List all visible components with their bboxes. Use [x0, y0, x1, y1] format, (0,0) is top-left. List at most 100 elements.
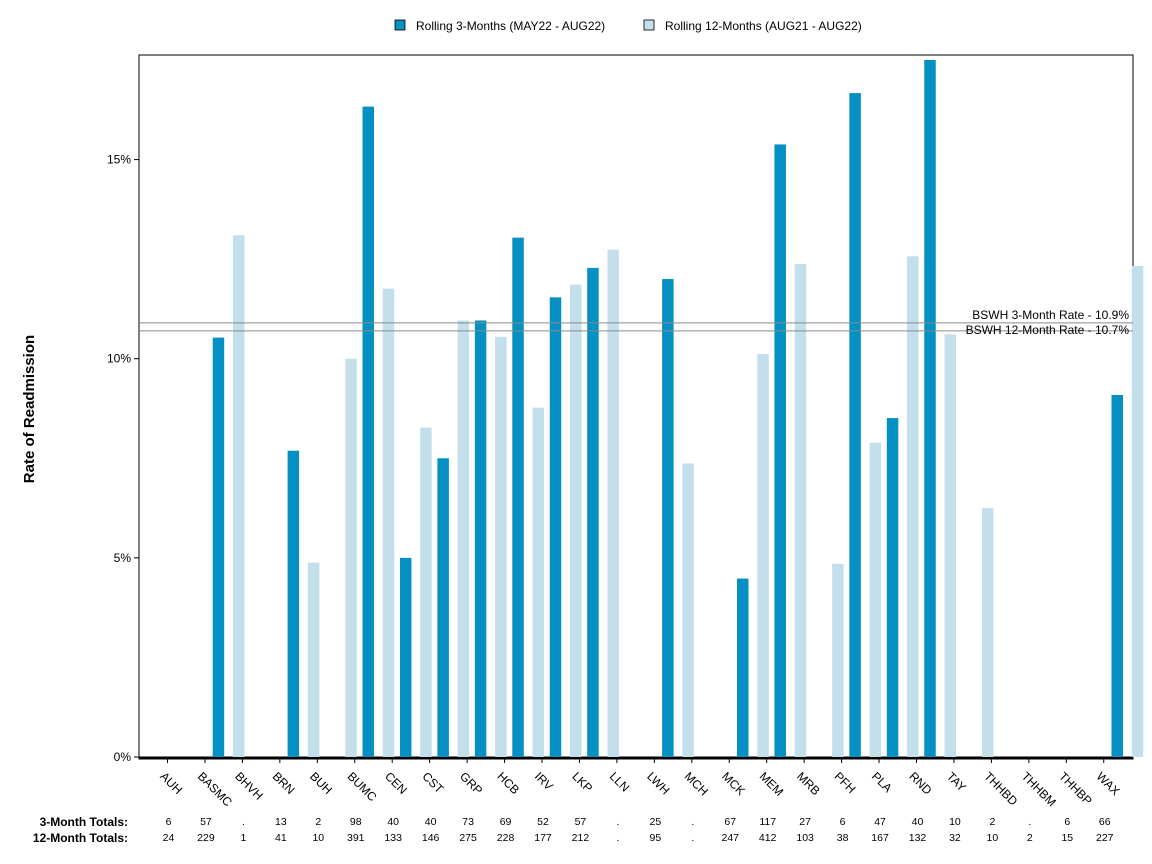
bar-12-month-lwh — [682, 463, 694, 757]
twelve-month-total: 412 — [759, 832, 777, 844]
legend-label-12-month: Rolling 12-Months (AUG21 - AUG22) — [665, 19, 862, 33]
x-category-label: THHBM — [1019, 769, 1059, 809]
three-month-total: 2 — [989, 816, 995, 828]
twelve-month-total: 275 — [459, 832, 477, 844]
twelve-month-total: 2 — [1027, 832, 1033, 844]
three-month-total: 52 — [537, 816, 549, 828]
twelve-month-total: 167 — [871, 832, 889, 844]
bar-12-month-rnd — [944, 334, 956, 757]
bar-3-month-mem — [774, 144, 786, 757]
x-category-label: MRB — [794, 769, 823, 798]
bar-12-month-cen — [420, 427, 432, 757]
three-month-totals-row: 6 57. 13 2 98 40 40 73 69 52 57. 25. 67 117 27 6 47 40 10 2… — [166, 816, 1111, 828]
three-month-total: 6 — [1064, 816, 1070, 828]
y-axis-title: Rate of Readmission — [21, 335, 38, 483]
x-category-label: CEN — [382, 769, 410, 797]
bar-3-month-cen — [399, 557, 412, 757]
twelve-month-totals-label: 12-Month Totals: — [33, 831, 128, 845]
bar-12-month-lkp — [607, 249, 619, 758]
twelve-month-totals-row: 24 229 1 41 10 391 133 146 275 228 177 212. 95. 247 41… — [163, 832, 1114, 844]
totals-table: 3-Month Totals: 12-Month Totals: 6 57. 13 2… — [33, 815, 1114, 845]
x-category-label: RND — [906, 769, 935, 798]
y-tick-label: 5% — [114, 551, 132, 565]
x-category-label: AUH — [157, 769, 185, 797]
twelve-month-total: 103 — [796, 832, 814, 844]
twelve-month-total: 1 — [240, 832, 246, 844]
three-month-total: . — [242, 816, 245, 828]
legend-swatch-3-month — [394, 19, 406, 31]
twelve-month-total: 227 — [1096, 832, 1114, 844]
bar-12-month-buh — [345, 358, 357, 757]
twelve-month-total: 38 — [837, 832, 849, 844]
bar-3-month-mck — [737, 578, 749, 757]
twelve-month-total: 15 — [1061, 832, 1073, 844]
three-month-total: . — [691, 816, 694, 828]
x-category-label: LKP — [569, 769, 595, 795]
y-tick-label: 0% — [114, 750, 132, 764]
three-month-total: 40 — [387, 816, 399, 828]
three-month-total: 13 — [275, 816, 287, 828]
bar-3-month-grp — [474, 320, 487, 757]
x-category-label: MCH — [682, 769, 711, 798]
three-month-total: 66 — [1099, 816, 1111, 828]
x-category-label: CST — [420, 769, 447, 796]
twelve-month-total: . — [616, 832, 619, 844]
three-month-total: 57 — [575, 816, 587, 828]
x-category-label: BASMC — [195, 769, 235, 809]
reference-line-label-0: BSWH 3-Month Rate - 10.9% — [972, 308, 1129, 322]
twelve-month-total: 229 — [197, 832, 215, 844]
twelve-month-total: 228 — [497, 832, 515, 844]
reference-lines: BSWH 3-Month Rate - 10.9%BSWH 12-Month R… — [139, 308, 1133, 337]
y-tick-label: 15% — [107, 153, 131, 167]
three-month-totals-label: 3-Month Totals: — [40, 815, 128, 829]
twelve-month-total: 41 — [275, 832, 287, 844]
bar-3-month-pfh — [849, 93, 861, 757]
twelve-month-total: 212 — [572, 832, 590, 844]
three-month-total: 69 — [500, 816, 512, 828]
twelve-month-total: 177 — [534, 832, 552, 844]
bar-12-month-grp — [495, 336, 507, 757]
twelve-month-total: 24 — [163, 832, 175, 844]
x-category-label: WAX — [1094, 769, 1123, 798]
bar-12-month-pfh — [869, 442, 882, 757]
twelve-month-total: 10 — [987, 832, 999, 844]
x-category-label: MCK — [719, 769, 748, 798]
x-category-label: BHVH — [232, 769, 265, 802]
bar-3-month-hcb — [512, 237, 524, 757]
three-month-total: 6 — [166, 816, 172, 828]
x-category-label: BUH — [307, 769, 335, 797]
three-month-total: 6 — [840, 816, 846, 828]
three-month-total: 10 — [949, 816, 961, 828]
bar-3-month-brn — [287, 450, 300, 757]
x-category-label: GRP — [457, 769, 485, 797]
x-category-label: TAY — [944, 769, 969, 794]
three-month-total: 27 — [799, 816, 811, 828]
x-category-label: MEM — [757, 769, 787, 799]
bars — [167, 60, 1144, 763]
twelve-month-total: 10 — [312, 832, 324, 844]
plot-area — [138, 54, 1134, 760]
x-category-label: THHBD — [981, 769, 1020, 808]
three-month-total: . — [616, 816, 619, 828]
bar-12-month-hcb — [532, 407, 545, 757]
three-month-total: 67 — [724, 816, 736, 828]
three-month-total: 40 — [912, 816, 924, 828]
bar-3-month-irv — [549, 297, 562, 757]
three-month-total: 2 — [315, 816, 321, 828]
bar-12-month-pla — [907, 256, 919, 757]
x-category-label: LLN — [607, 769, 632, 794]
bar-12-month-mrb — [832, 563, 844, 757]
bar-12-month-mck — [757, 353, 769, 757]
three-month-total: 57 — [200, 816, 212, 828]
twelve-month-total: 247 — [721, 832, 739, 844]
three-month-total: 73 — [462, 816, 474, 828]
bar-12-month-basmc — [232, 235, 245, 757]
bar-12-month-tay — [981, 508, 994, 757]
bar-12-month-wax — [1131, 265, 1144, 757]
twelve-month-total: 132 — [909, 832, 927, 844]
three-month-total: 40 — [425, 816, 437, 828]
bar-3-month-cst — [437, 458, 449, 757]
bar-12-month-irv — [570, 284, 582, 757]
